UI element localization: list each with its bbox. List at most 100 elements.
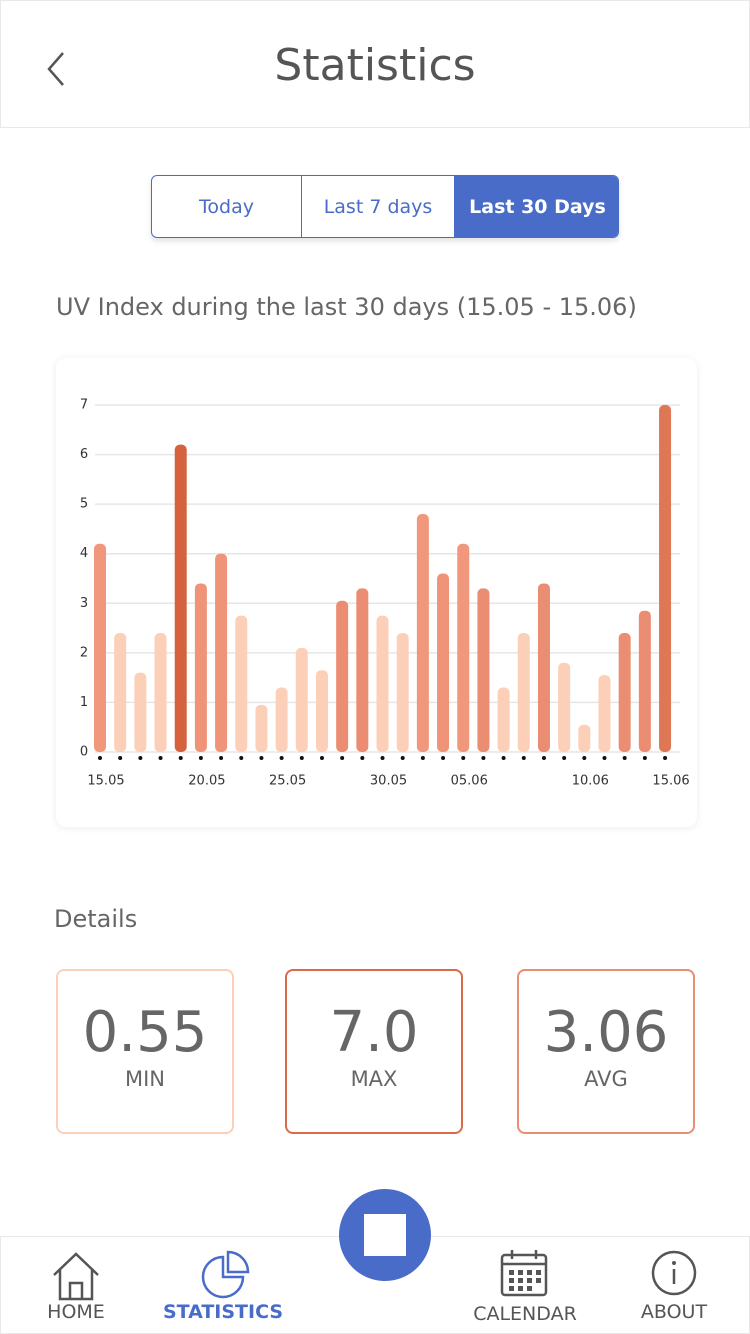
y-tick-label: 7: [80, 398, 88, 413]
bar: [356, 588, 369, 752]
x-dot: [178, 756, 183, 760]
x-dot: [198, 756, 203, 760]
x-dot: [481, 756, 486, 760]
detail-value: 0.55: [82, 1000, 208, 1065]
detail-box: 0.55 MIN: [56, 969, 234, 1134]
x-dot: [602, 756, 607, 760]
bar: [477, 588, 490, 752]
y-tick-label: 3: [80, 596, 88, 611]
bar: [497, 687, 510, 752]
bar: [134, 672, 147, 752]
tab-bar: Today Last 7 days Last 30 Days: [151, 175, 619, 238]
x-tick-label: 30.05: [370, 774, 407, 789]
x-tick-label: 15.05: [87, 774, 124, 789]
bar: [517, 633, 530, 752]
chart-title: UV Index during the last 30 days (15.05 …: [56, 293, 637, 321]
x-dot: [521, 756, 526, 760]
detail-box: 3.06 AVG: [517, 969, 695, 1134]
x-tick-label: 05.06: [451, 774, 488, 789]
x-dot: [259, 756, 264, 760]
detail-label: AVG: [584, 1067, 628, 1091]
x-dot: [420, 756, 425, 760]
chart: 0 1 2 3 4 5 6 7 15.05 20.05 25.05 30.05 05.06 10.06 15…: [80, 398, 690, 789]
x-dot: [279, 756, 284, 760]
x-dot: [541, 756, 546, 760]
y-tick-label: 5: [80, 497, 88, 512]
bar: [295, 647, 308, 752]
bar: [215, 553, 228, 752]
home-icon[interactable]: [51, 1251, 101, 1301]
bar: [437, 573, 450, 752]
x-dot: [239, 756, 244, 760]
page-title: Statistics: [274, 40, 476, 91]
about-icon[interactable]: [649, 1249, 699, 1299]
detail-box: 7.0 MAX: [285, 969, 463, 1134]
x-dot: [642, 756, 647, 760]
y-tick-label: 4: [80, 546, 88, 561]
bar: [396, 633, 409, 752]
detail-label: MAX: [350, 1067, 398, 1091]
x-tick-label: 10.06: [572, 774, 609, 789]
tab[interactable]: Today: [152, 176, 302, 237]
bar: [659, 405, 672, 752]
x-dot: [299, 756, 304, 760]
record-button[interactable]: [339, 1189, 431, 1281]
bar: [94, 543, 106, 752]
x-tick-label: 15.06: [652, 774, 689, 789]
bar: [315, 670, 328, 752]
bar: [558, 662, 571, 752]
bar: [457, 543, 470, 752]
detail-value: 3.06: [543, 1000, 669, 1065]
nav-label[interactable]: HOME: [47, 1301, 105, 1323]
details-title: Details: [54, 905, 138, 933]
y-tick-label: 1: [80, 695, 88, 710]
detail-label: MIN: [124, 1067, 166, 1091]
x-dot: [663, 756, 668, 760]
x-dot: [400, 756, 405, 760]
bar: [578, 724, 591, 752]
bar: [376, 615, 389, 752]
statistics-icon[interactable]: [201, 1249, 251, 1299]
nav-label[interactable]: CALENDAR: [473, 1303, 577, 1325]
x-dot: [319, 756, 324, 760]
bar: [336, 600, 349, 752]
bar: [174, 444, 187, 752]
nav-label[interactable]: STATISTICS: [162, 1301, 284, 1323]
x-dot: [461, 756, 466, 760]
bar: [416, 514, 429, 752]
nav-label[interactable]: ABOUT: [640, 1301, 708, 1323]
x-dot: [219, 756, 224, 760]
detail-value: 7.0: [329, 1000, 419, 1065]
x-dot: [340, 756, 345, 760]
x-tick-label: 25.05: [269, 774, 306, 789]
bar: [618, 633, 631, 752]
x-dot: [98, 756, 102, 760]
tab[interactable]: Last 30 Days: [455, 176, 618, 237]
x-dot: [158, 756, 163, 760]
x-tick-label: 20.05: [188, 774, 225, 789]
tab[interactable]: Last 7 days: [302, 176, 455, 237]
bar: [114, 633, 127, 752]
bar: [638, 610, 651, 752]
x-dot: [360, 756, 365, 760]
x-dot: [380, 756, 385, 760]
back-button[interactable]: [41, 49, 71, 89]
bar: [275, 687, 288, 752]
x-dot: [138, 756, 143, 760]
x-dot: [118, 756, 123, 760]
bar: [235, 615, 248, 752]
bar: [537, 583, 550, 752]
calendar-icon[interactable]: [499, 1247, 551, 1299]
bar: [194, 583, 207, 752]
bar: [255, 704, 268, 752]
x-dot: [441, 756, 446, 760]
y-tick-label: 2: [80, 645, 88, 660]
y-tick-label: 6: [80, 447, 88, 462]
bar: [154, 633, 167, 752]
x-dot: [562, 756, 567, 760]
x-dot: [582, 756, 587, 760]
bar: [598, 675, 611, 752]
x-dot: [501, 756, 506, 760]
x-dot: [622, 756, 627, 760]
